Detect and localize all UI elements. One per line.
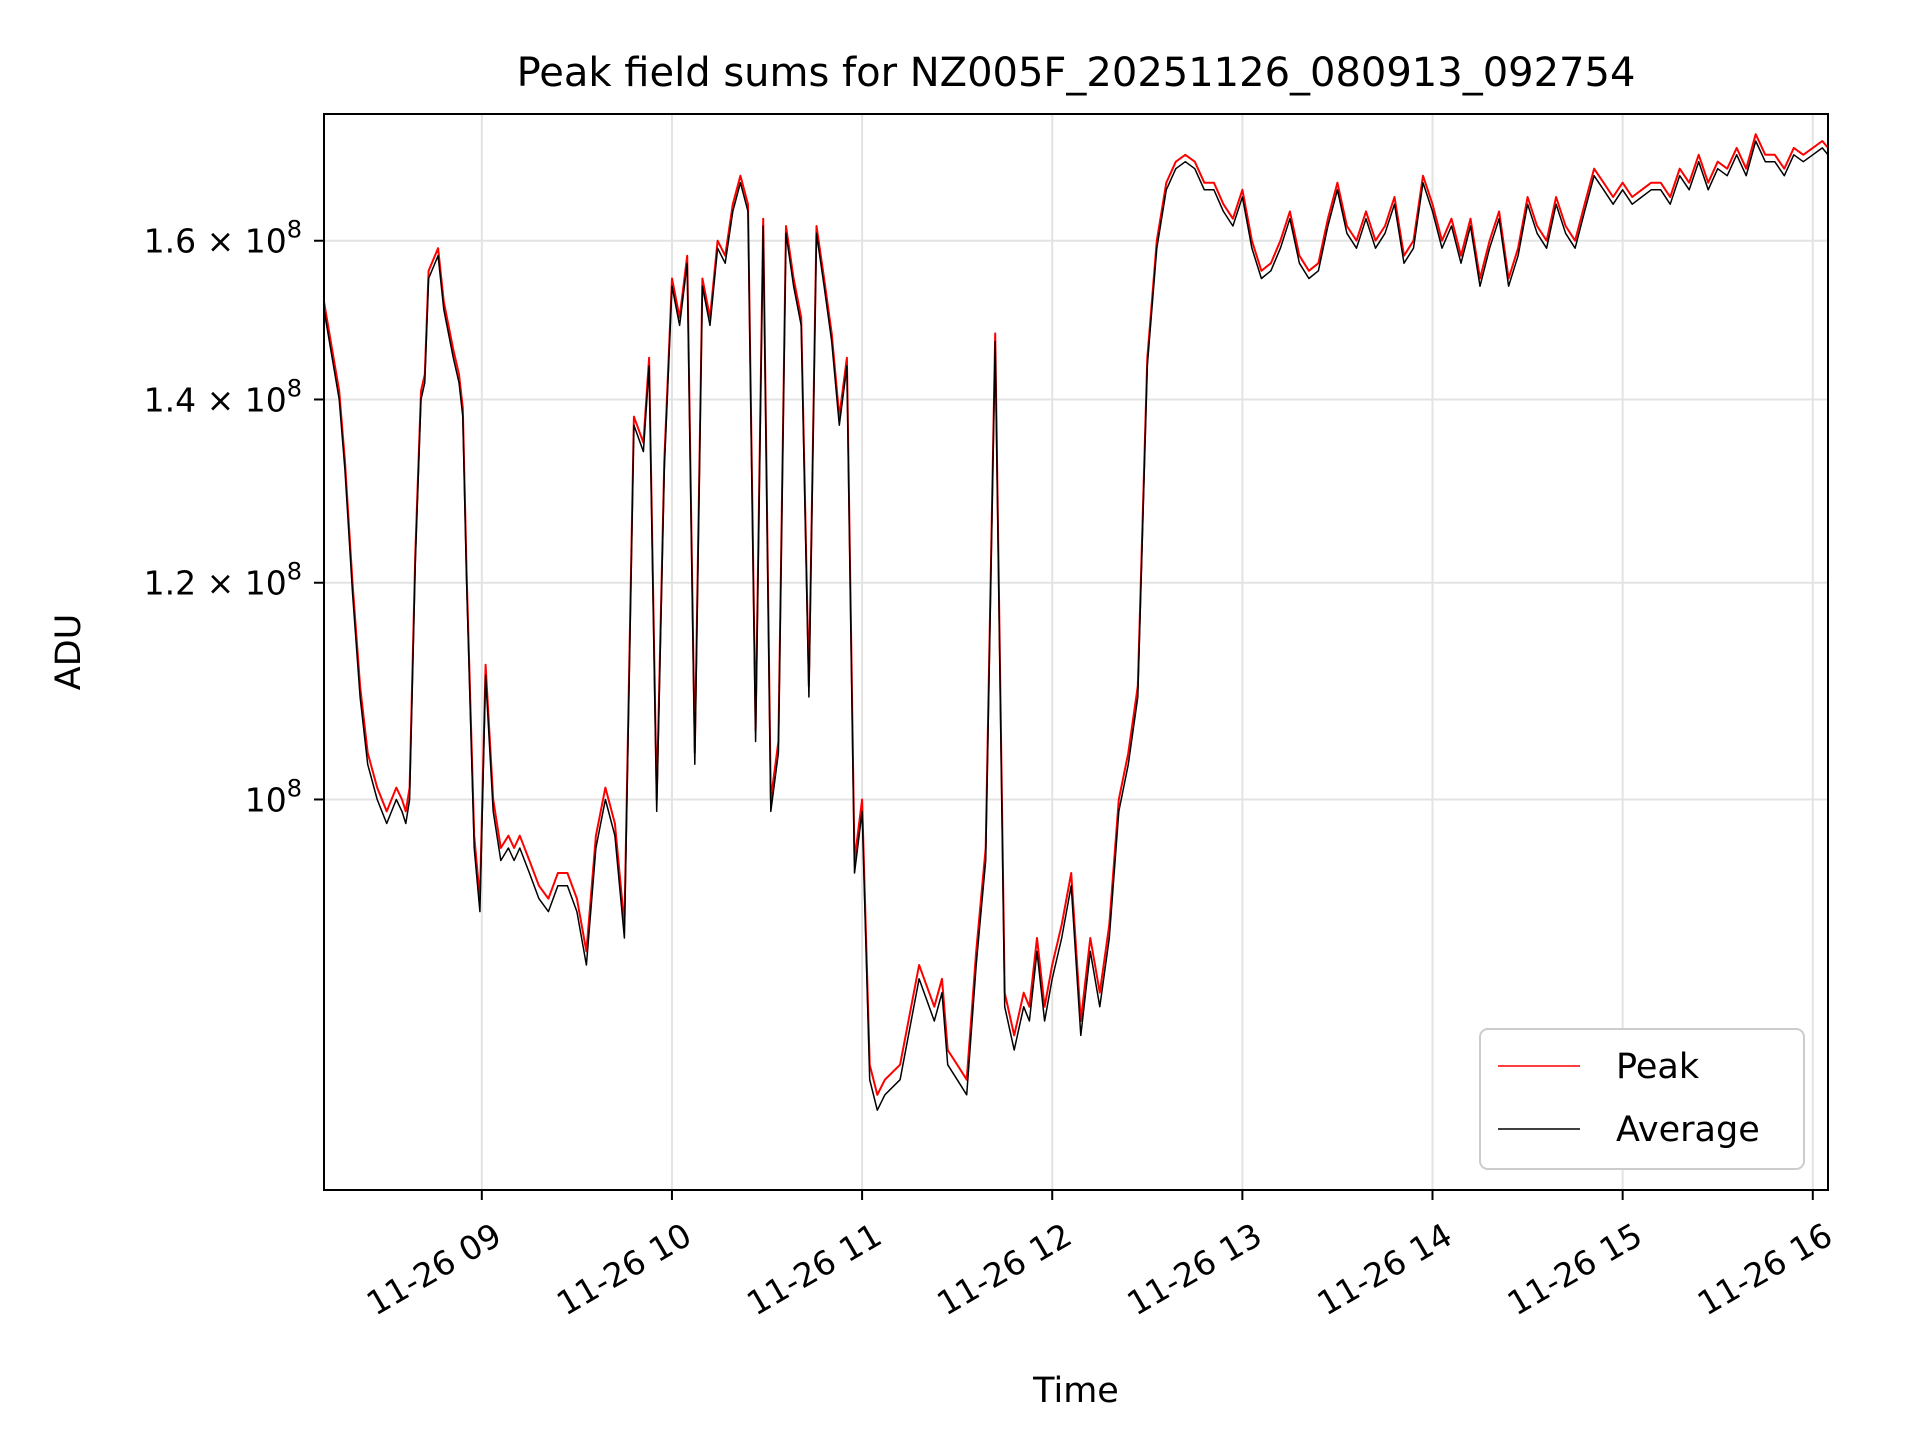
x-axis-label: Time <box>1032 1371 1119 1411</box>
series-line-average <box>324 140 1828 1111</box>
chart-title: Peak field sums for NZ005F_20251126_0809… <box>517 50 1636 96</box>
series-line-peak <box>324 133 1828 1096</box>
legend: Peak Average <box>1479 1028 1805 1170</box>
grid <box>324 114 1828 1190</box>
y-axis-ticks: 108 1.2 × 108 1.4 × 108 1.6 × 108 <box>144 216 324 819</box>
plot-frame <box>323 113 1829 1191</box>
legend-average-label: Average <box>1616 1110 1760 1150</box>
y-tick-label: 1.4 × 108 <box>144 374 302 419</box>
y-tick-label: 1.6 × 108 <box>144 216 302 261</box>
y-tick-label: 108 <box>245 774 302 819</box>
y-axis-label: ADU <box>49 614 89 691</box>
legend-box <box>1479 1028 1805 1170</box>
series-lines <box>324 133 1828 1111</box>
legend-peak-label: Peak <box>1616 1047 1700 1087</box>
y-tick-label: 1.2 × 108 <box>144 558 302 603</box>
